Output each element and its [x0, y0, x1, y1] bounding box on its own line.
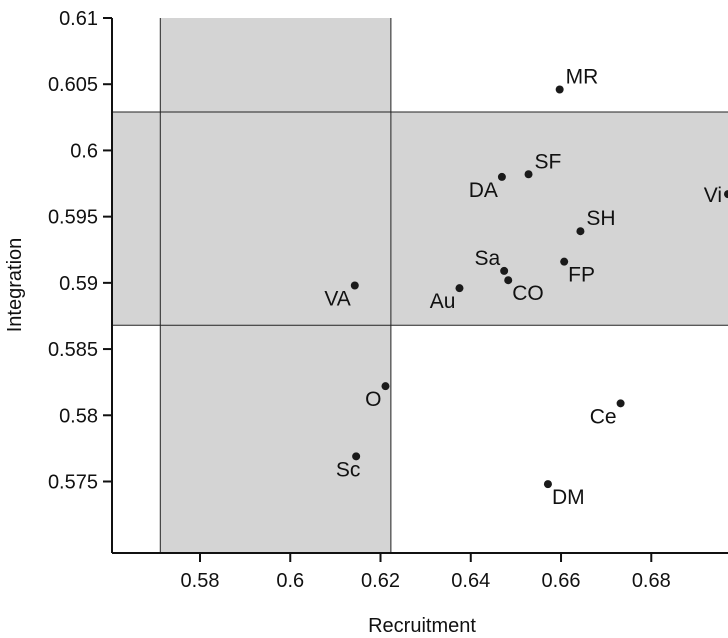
y-tick-label: 0.575 — [48, 471, 98, 493]
point-label: Sc — [336, 458, 361, 481]
point-label: FP — [568, 264, 595, 287]
y-axis-label: Integration — [4, 238, 26, 333]
data-point — [617, 399, 625, 407]
y-tick-label: 0.58 — [59, 405, 98, 427]
point-label: Vi — [704, 184, 722, 207]
x-tick-label: 0.58 — [181, 570, 220, 592]
x-tick-label: 0.62 — [361, 570, 400, 592]
x-tick-label: 0.66 — [542, 570, 581, 592]
shaded-bands — [112, 18, 728, 553]
y-tick-label: 0.585 — [48, 339, 98, 361]
data-point — [498, 173, 506, 181]
data-point — [525, 170, 533, 178]
x-axis-label: Recruitment — [368, 615, 476, 637]
y-tick-label: 0.59 — [59, 273, 98, 295]
point-label: Sa — [474, 247, 500, 270]
data-point — [560, 258, 568, 266]
x-tick-label: 0.6 — [276, 570, 304, 592]
x-tick-label: 0.64 — [451, 570, 490, 592]
point-label: O — [365, 388, 381, 411]
point-label: MR — [566, 66, 599, 89]
point-label: DM — [552, 486, 585, 509]
y-tick-label: 0.61 — [59, 8, 98, 30]
data-point — [381, 382, 389, 390]
point-label: SF — [535, 150, 562, 173]
point-label: SH — [586, 207, 615, 230]
data-point — [351, 282, 359, 290]
point-label: DA — [469, 179, 498, 202]
y-tick-label: 0.595 — [48, 207, 98, 229]
x-tick-label: 0.68 — [632, 570, 671, 592]
point-label: VA — [324, 288, 350, 311]
data-point — [556, 86, 564, 94]
point-label: CO — [512, 282, 544, 305]
data-point — [504, 276, 512, 284]
y-tick-label: 0.605 — [48, 74, 98, 96]
horizontal-band — [112, 112, 728, 325]
point-label: Ce — [590, 405, 617, 428]
y-tick-label: 0.6 — [70, 140, 98, 162]
data-point — [455, 284, 463, 292]
data-point — [500, 267, 508, 275]
data-point — [544, 480, 552, 488]
point-label: Au — [430, 290, 456, 313]
data-point — [576, 227, 584, 235]
